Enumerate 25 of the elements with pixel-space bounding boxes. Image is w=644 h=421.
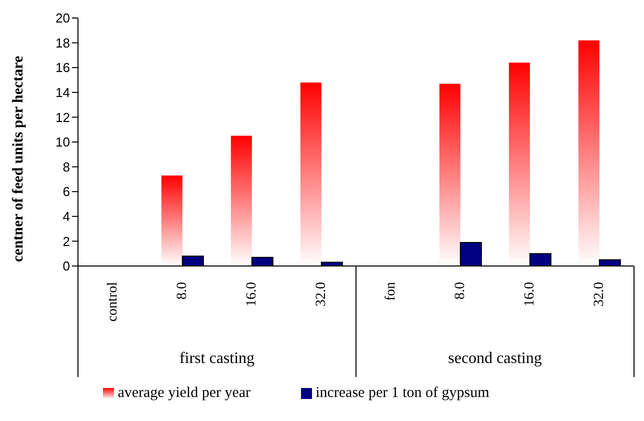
y-tick-label: 18 [56, 35, 70, 50]
legend-label: increase per 1 ton of gypsum [316, 385, 490, 401]
x-tick-label: 8.0 [452, 282, 468, 300]
y-tick-label: 8 [62, 159, 70, 174]
y-tick-label: 12 [56, 110, 70, 125]
y-tick-label: 0 [62, 258, 70, 274]
y-tick-label: 16 [56, 60, 70, 76]
text: second casting [448, 350, 542, 367]
x-tick-label: control [105, 282, 120, 322]
y-tick-label: 2 [62, 234, 70, 249]
bar [161, 175, 182, 266]
x-tick-label: 8.0 [174, 282, 190, 300]
text: first casting [179, 350, 255, 367]
y-tick-label: 6 [62, 184, 70, 200]
x-tick-label: 32.0 [592, 282, 607, 306]
y-tick-label: 14 [56, 85, 70, 100]
y-axis-title: centner of feed units per hectare [10, 55, 26, 262]
y-tick-label: 4 [62, 209, 70, 224]
x-tick-label: 32.0 [314, 282, 329, 306]
legend-label: average yield per year [118, 385, 251, 401]
y-tick-label: 10 [56, 134, 70, 150]
y-tick-label: 20 [56, 10, 70, 26]
x-tick-label: 16.0 [244, 282, 260, 306]
x-tick-label: fon [383, 282, 398, 301]
x-tick-label: 16.0 [522, 282, 538, 306]
